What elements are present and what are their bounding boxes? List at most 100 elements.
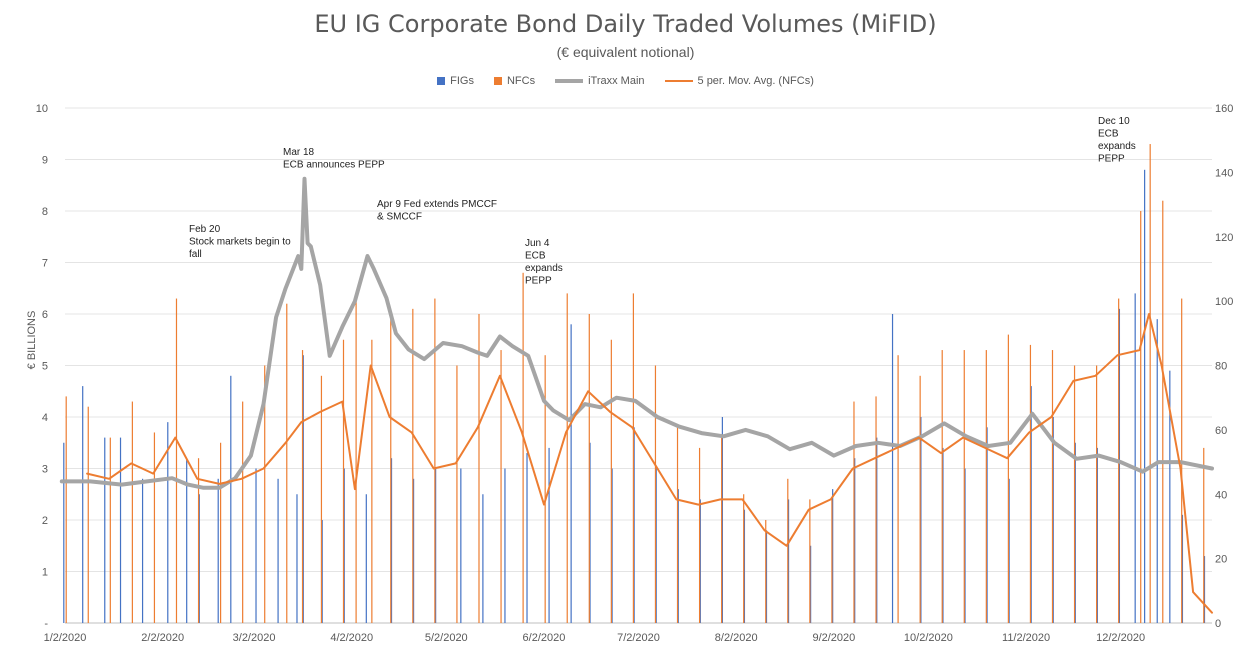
bar-nfcs [390, 314, 392, 623]
bar-nfcs [787, 478, 789, 623]
bar-figs [810, 545, 812, 623]
bar-figs [526, 453, 528, 623]
bar-figs [186, 458, 188, 623]
bar-figs [217, 478, 219, 623]
y-tick-label: 6 [42, 309, 48, 321]
bar-figs [255, 468, 257, 623]
bar-nfcs [153, 432, 156, 623]
annotation-text: Feb 20 [189, 224, 221, 235]
x-tick-label: 7/2/2020 [617, 632, 660, 644]
bar-nfcs [109, 437, 111, 623]
bar-figs [964, 468, 966, 623]
x-tick-label: 5/2/2020 [425, 632, 468, 644]
y2-tick-label: 160 [1215, 103, 1233, 115]
bar-nfcs [610, 339, 612, 623]
bar-figs [986, 427, 988, 623]
x-tick-label: 9/2/2020 [812, 632, 855, 644]
bar-nfcs [897, 355, 899, 623]
bar-nfcs [264, 365, 266, 623]
x-tick-label: 8/2/2020 [715, 632, 758, 644]
legend-swatch-figs [437, 77, 446, 85]
bar-nfcs [588, 314, 590, 623]
bar-nfcs [1149, 144, 1151, 624]
bar-figs [1096, 447, 1098, 623]
chart-title: EU IG Corporate Bond Daily Traded Volume… [314, 10, 937, 38]
bar-nfcs [632, 293, 634, 623]
bar-nfcs [1051, 350, 1054, 623]
x-tick-label: 2/2/2020 [141, 632, 184, 644]
x-tick-label: 12/2/2020 [1096, 632, 1145, 644]
bar-figs [277, 478, 279, 623]
y2-tick-label: 0 [1215, 618, 1221, 630]
bar-figs [611, 468, 613, 623]
bar-nfcs [1162, 200, 1164, 623]
bar-figs [482, 494, 484, 623]
bar-figs [787, 499, 790, 623]
bar-nfcs [197, 458, 200, 623]
bar-figs [699, 499, 701, 623]
annotation-text: Jun 4 [525, 238, 550, 249]
bar-figs [765, 530, 768, 623]
bar-nfcs [1029, 344, 1032, 623]
y2-tick-label: 100 [1215, 296, 1233, 308]
bar-figs [1181, 514, 1184, 623]
bar-nfcs [500, 350, 502, 623]
legend-label-nfcs: NFCs [506, 75, 536, 87]
bar-nfcs [941, 350, 943, 623]
bar-nfcs [831, 499, 833, 623]
x-tick-label: 10/2/2020 [904, 632, 953, 644]
bar-nfcs [875, 396, 877, 623]
bar-figs [1118, 308, 1121, 623]
y-tick-label: 5 [42, 361, 48, 373]
annotation-text: ECB [525, 251, 546, 262]
annotation-text: ECB announces PEPP [283, 160, 385, 171]
annotation-text: expands [525, 263, 563, 274]
bar-nfcs [985, 350, 987, 623]
bar-figs [198, 494, 200, 623]
bar-figs [570, 324, 572, 623]
bar-figs [230, 375, 232, 623]
bar-figs [104, 437, 106, 623]
bar-figs [854, 458, 856, 623]
y-tick-label: 8 [42, 206, 48, 218]
bar-figs [1008, 478, 1010, 623]
bar-nfcs [220, 442, 222, 623]
bar-figs [296, 494, 298, 623]
bar-nfcs [1140, 211, 1142, 623]
bar-figs [63, 442, 65, 623]
y2-tick-label: 20 [1215, 554, 1227, 566]
bar-nfcs [371, 339, 373, 623]
y2-tick-label: 40 [1215, 489, 1227, 501]
y-axis-title: € BILLIONS [26, 311, 38, 370]
x-tick-label: 1/2/2020 [44, 632, 87, 644]
legend-swatch-nfcs [493, 77, 502, 85]
y-tick-label: - [44, 618, 48, 630]
bar-nfcs [522, 272, 524, 623]
y-tick-label: 1 [42, 567, 48, 579]
bar-nfcs [478, 314, 480, 623]
annotation-text: expands [1098, 141, 1136, 152]
bar-figs [504, 468, 506, 623]
bar-figs [141, 478, 144, 623]
bar-nfcs [1073, 365, 1076, 623]
legend-label-ma: 5 per. Mov. Avg. (NFCs) [697, 75, 814, 87]
bar-nfcs [765, 520, 767, 623]
y-tick-label: 4 [42, 412, 48, 424]
bar-figs [1030, 386, 1032, 623]
bar-nfcs [242, 401, 244, 623]
bar-nfcs [301, 350, 304, 623]
bar-nfcs [342, 339, 345, 623]
x-tick-label: 3/2/2020 [233, 632, 276, 644]
bar-figs [1144, 169, 1146, 624]
legend-item-ma: 5 per. Mov. Avg. (NFCs) [664, 75, 814, 87]
bar-nfcs [87, 406, 89, 623]
bar-nfcs [919, 375, 921, 623]
bar-figs [920, 417, 922, 623]
bar-nfcs [743, 494, 745, 623]
y-tick-label: 9 [42, 155, 48, 167]
annotation-text: PEPP [525, 276, 552, 287]
series-line-moving-average [86, 313, 1213, 614]
bar-figs [460, 468, 462, 623]
bar-nfcs [654, 365, 657, 623]
